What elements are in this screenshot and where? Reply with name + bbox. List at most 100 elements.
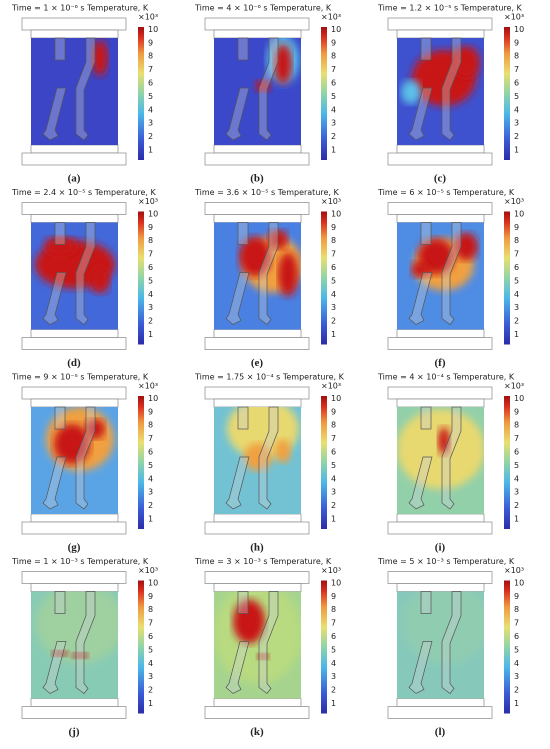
colorbar <box>504 396 510 529</box>
frame-top <box>204 17 310 31</box>
channel <box>441 222 462 325</box>
hot-spot <box>233 599 265 644</box>
panel: Time = 4 × 10⁻⁶ s Temperature, K×10³ 1 2 3 4… <box>194 4 341 185</box>
electrode <box>237 222 249 245</box>
colorbar-tick-label: 1 <box>148 515 153 524</box>
frame-bottom-inner <box>30 329 119 338</box>
hot-spot <box>454 232 478 261</box>
colorbar-unit: ×10³ <box>321 566 341 575</box>
hot-spot <box>401 80 421 104</box>
channel <box>75 591 96 694</box>
panel-title: Time = 1.75 × 10⁻⁴ s Temperature, K <box>194 373 345 382</box>
channel <box>258 406 279 510</box>
frame-top <box>204 202 310 215</box>
colorbar-tick-label: 1 <box>331 330 336 339</box>
colorbar-tick-label: 7 <box>514 434 519 443</box>
frame-top-inner <box>396 583 485 592</box>
colorbar-tick-label: 5 <box>148 276 153 285</box>
panel-label: (e) <box>251 357 264 369</box>
colorbar-tick-label: 2 <box>331 686 336 695</box>
colorbar-tick-label: 10 <box>514 209 524 218</box>
panel-label: (g) <box>68 542 81 554</box>
channel <box>75 406 96 510</box>
colorbar-tick-label: 6 <box>331 263 336 272</box>
colorbar-unit: ×10³ <box>321 197 341 206</box>
electrode <box>237 591 249 614</box>
frame-top <box>387 17 493 31</box>
colorbar-tick-label: 7 <box>514 619 519 628</box>
colorbar-tick-label: 7 <box>331 619 336 628</box>
panel: Time = 3 × 10⁻³ s Temperature, K×10³ 1 2 3 4… <box>194 557 341 738</box>
electrode <box>54 222 66 245</box>
channel <box>75 222 96 325</box>
electrode <box>420 406 432 430</box>
colorbar-unit: ×10³ <box>504 382 524 391</box>
panel-label: (j) <box>69 726 80 738</box>
hot-spots <box>227 407 299 471</box>
colorbar-tick-label: 6 <box>331 448 336 457</box>
channel <box>258 37 279 141</box>
colorbar-tick-label: 8 <box>514 421 519 430</box>
frame-bottom <box>387 706 493 719</box>
colorbar-tick-label: 10 <box>514 394 524 403</box>
colorbar <box>138 580 144 714</box>
colorbar <box>504 580 510 714</box>
panel-title: Time = 6 × 10⁻⁵ s Temperature, K <box>377 188 515 197</box>
colorbar-tick-label: 2 <box>514 317 519 326</box>
colorbar-tick-label: 2 <box>331 317 336 326</box>
channel <box>441 591 462 694</box>
hot-spots <box>239 229 301 297</box>
frame-top-inner <box>213 214 302 223</box>
colorbar-tick-label: 10 <box>514 25 524 34</box>
colorbar-tick-label: 7 <box>331 65 336 74</box>
colorbar-tick-label: 10 <box>148 209 158 218</box>
colorbar-tick-label: 6 <box>148 448 153 457</box>
colorbar <box>321 27 327 160</box>
colorbar-tick-label: 5 <box>331 461 336 470</box>
colorbar-tick-label: 1 <box>148 146 153 155</box>
colorbar-tick-label: 1 <box>331 515 336 524</box>
colorbar-tick-label: 5 <box>148 645 153 654</box>
colorbar-tick-label: 4 <box>148 474 153 483</box>
colorbar-unit: ×10³ <box>504 13 524 22</box>
colorbar-tick-label: 6 <box>514 448 519 457</box>
frame-bottom <box>204 337 310 350</box>
colorbar-tick-label: 10 <box>331 578 341 587</box>
colorbar-tick-label: 5 <box>514 461 519 470</box>
colorbar-tick-label: 6 <box>514 79 519 88</box>
colorbar-tick-label: 10 <box>514 578 524 587</box>
channel <box>42 87 67 141</box>
colorbar-tick-label: 9 <box>514 407 519 416</box>
colorbar-tick-label: 4 <box>514 290 519 299</box>
colorbar-tick-label: 8 <box>148 421 153 430</box>
panel-title: Time = 9 × 10⁻⁵ s Temperature, K <box>11 373 149 382</box>
colorbar-tick-label: 3 <box>148 303 153 312</box>
channel <box>225 456 250 510</box>
hot-spot <box>52 650 68 657</box>
colorbar-tick-label: 10 <box>331 394 341 403</box>
colorbar-tick-label: 4 <box>148 290 153 299</box>
channel <box>75 37 96 141</box>
colorbar <box>138 27 144 160</box>
frame-top <box>21 386 127 400</box>
colorbar-tick-label: 6 <box>514 632 519 641</box>
frame-bottom-inner <box>213 144 302 154</box>
colorbar-tick-label: 4 <box>331 474 336 483</box>
panel: Time = 1 × 10⁻⁶ s Temperature, K×10³ 1 2 3 4… <box>11 4 158 185</box>
colorbar-tick-label: 2 <box>331 501 336 510</box>
colorbar-tick-label: 3 <box>331 303 336 312</box>
frame-top-inner <box>213 398 302 408</box>
colorbar-tick-label: 8 <box>331 236 336 245</box>
colorbar-tick-label: 8 <box>148 236 153 245</box>
colorbar-tick-label: 3 <box>514 672 519 681</box>
frame-top <box>204 386 310 400</box>
colorbar-tick-label: 8 <box>148 52 153 61</box>
hot-spots <box>35 236 115 294</box>
panel-label: (f) <box>435 357 446 369</box>
colorbar-tick-label: 3 <box>148 672 153 681</box>
colorbar-tick-label: 1 <box>514 515 519 524</box>
frame-top <box>21 202 127 215</box>
panel: Time = 1.2 × 10⁻⁵ s Temperature, K×10³ 1 2… <box>377 4 524 185</box>
panel-label: (b) <box>250 173 264 185</box>
